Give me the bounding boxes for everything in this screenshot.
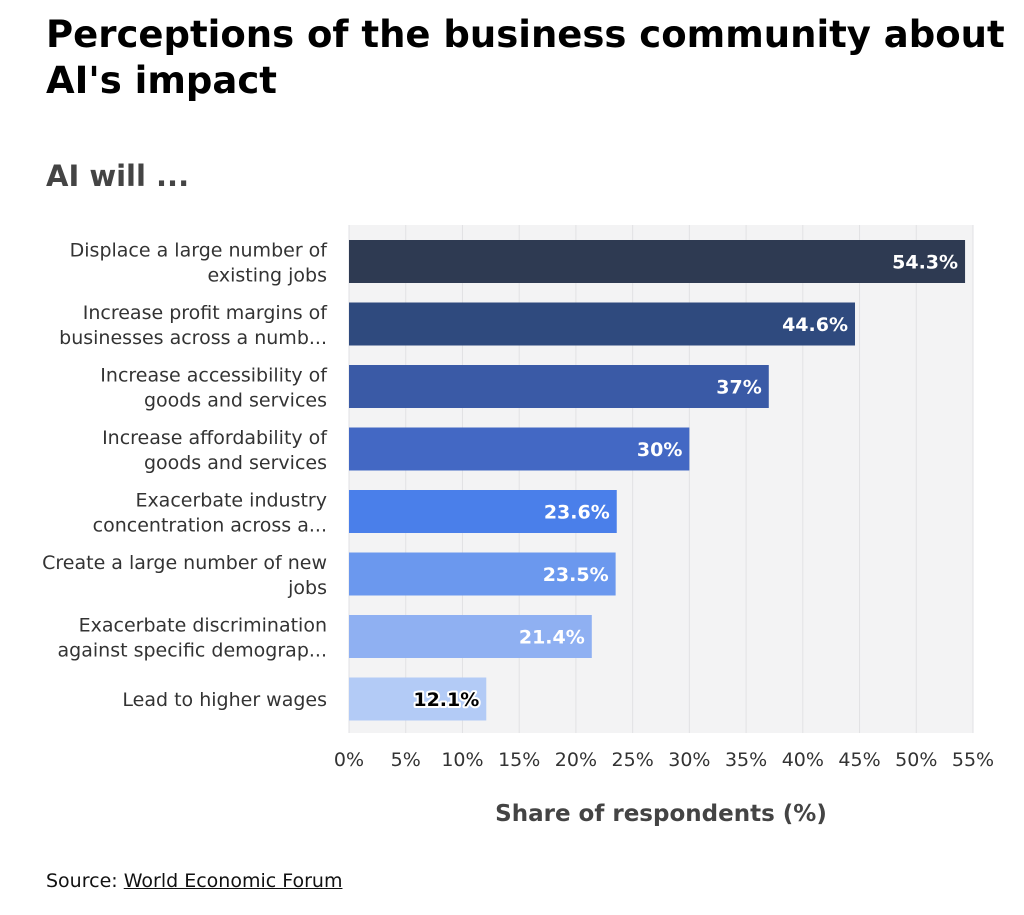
x-tick-label-7: 35%	[725, 749, 767, 771]
bar-5	[349, 552, 616, 596]
chart-title: Perceptions of the business community ab…	[46, 13, 1005, 102]
x-tick-label-10: 50%	[895, 749, 937, 771]
bar-3	[349, 427, 690, 471]
x-tick-label-1: 5%	[391, 749, 421, 771]
bar-0	[349, 240, 966, 283]
value-label-1: 44.6%	[782, 314, 848, 336]
x-tick-label-3: 15%	[498, 749, 540, 771]
bar-chart: 54.3% Displace a large number of existing …	[42, 225, 994, 827]
source-note: Source: World Economic Forum	[46, 870, 342, 892]
category-label-5: Create a large number of new jobs	[42, 552, 327, 599]
category-label-6: Exacerbate discrimination against specifi…	[58, 615, 327, 662]
value-label-0: 54.3%	[892, 252, 958, 274]
x-tick-label-6: 30%	[668, 749, 710, 771]
chart-subtitle: AI will ...	[46, 159, 190, 193]
bar-2	[349, 365, 769, 408]
value-label-7: 12.1%	[413, 689, 479, 711]
category-label-4: Exacerbate industry concentration across …	[93, 490, 327, 537]
x-tick-label-8: 40%	[782, 749, 824, 771]
bar-4	[349, 490, 617, 533]
x-tick-label-4: 20%	[555, 749, 597, 771]
x-axis-title: Share of respondents (%)	[495, 801, 827, 827]
category-label-2: Increase accessibility of goods and servi…	[100, 365, 328, 412]
bar-6	[349, 615, 592, 658]
x-tick-label-11: 55%	[952, 749, 994, 771]
x-tick-label-0: 0%	[334, 749, 364, 771]
category-label-3: Increase affordability of goods and servi…	[102, 427, 328, 474]
value-label-3: 30%	[637, 439, 682, 461]
category-label-1: Increase profit margins of businesses acr…	[59, 302, 328, 349]
value-label-2: 37%	[716, 377, 761, 399]
value-label-6: 21.4%	[519, 627, 585, 649]
x-tick-label-5: 25%	[612, 749, 654, 771]
category-label-0: Displace a large number of existing jobs	[70, 240, 329, 287]
x-tick-label-2: 10%	[441, 749, 483, 771]
source-link[interactable]: World Economic Forum	[123, 870, 343, 892]
bar-7	[349, 677, 487, 721]
value-label-5: 23.5%	[543, 564, 609, 586]
source-prefix: Source:	[46, 870, 118, 892]
category-label-7: Lead to higher wages	[122, 689, 327, 711]
value-label-4: 23.6%	[544, 502, 610, 524]
bar-1	[349, 302, 856, 346]
x-tick-label-9: 45%	[838, 749, 880, 771]
